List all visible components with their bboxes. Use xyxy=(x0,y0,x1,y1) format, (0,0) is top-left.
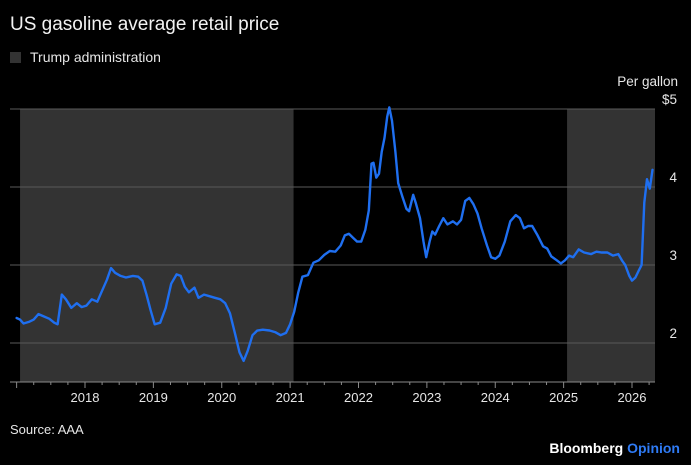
y-tick-label: 4 xyxy=(669,170,677,185)
chart-title: US gasoline average retail price xyxy=(10,14,280,35)
y-tick-label: 3 xyxy=(669,248,677,263)
x-tick-label-2019: 2019 xyxy=(139,390,168,405)
y-axis-unit-label: Per gallon xyxy=(617,74,678,89)
x-tick-label-2020: 2020 xyxy=(207,390,236,405)
x-tick-label-2023: 2023 xyxy=(412,390,441,405)
brand-name: Bloomberg xyxy=(549,440,624,456)
x-tick-label-2018: 2018 xyxy=(71,390,100,405)
y-tick-label: 2 xyxy=(669,326,677,341)
legend-label: Trump administration xyxy=(30,49,161,65)
x-tick-label-2026: 2026 xyxy=(618,390,647,405)
price-series-line-0 xyxy=(15,106,654,363)
shaded-range-1 xyxy=(567,109,655,382)
x-tick-label-2021: 2021 xyxy=(276,390,305,405)
x-tick-label-2025: 2025 xyxy=(549,390,578,405)
brand-logo: Bloomberg Opinion xyxy=(549,440,680,456)
source-note: Source: AAA xyxy=(10,422,84,437)
shaded-range-0 xyxy=(20,109,294,382)
x-tick-label-2022: 2022 xyxy=(344,390,373,405)
y-tick-label: $5 xyxy=(662,92,677,107)
legend-swatch xyxy=(10,51,21,63)
x-tick-label-2024: 2024 xyxy=(481,390,510,405)
legend: Trump administration xyxy=(10,49,161,65)
brand-product: Opinion xyxy=(627,440,680,456)
